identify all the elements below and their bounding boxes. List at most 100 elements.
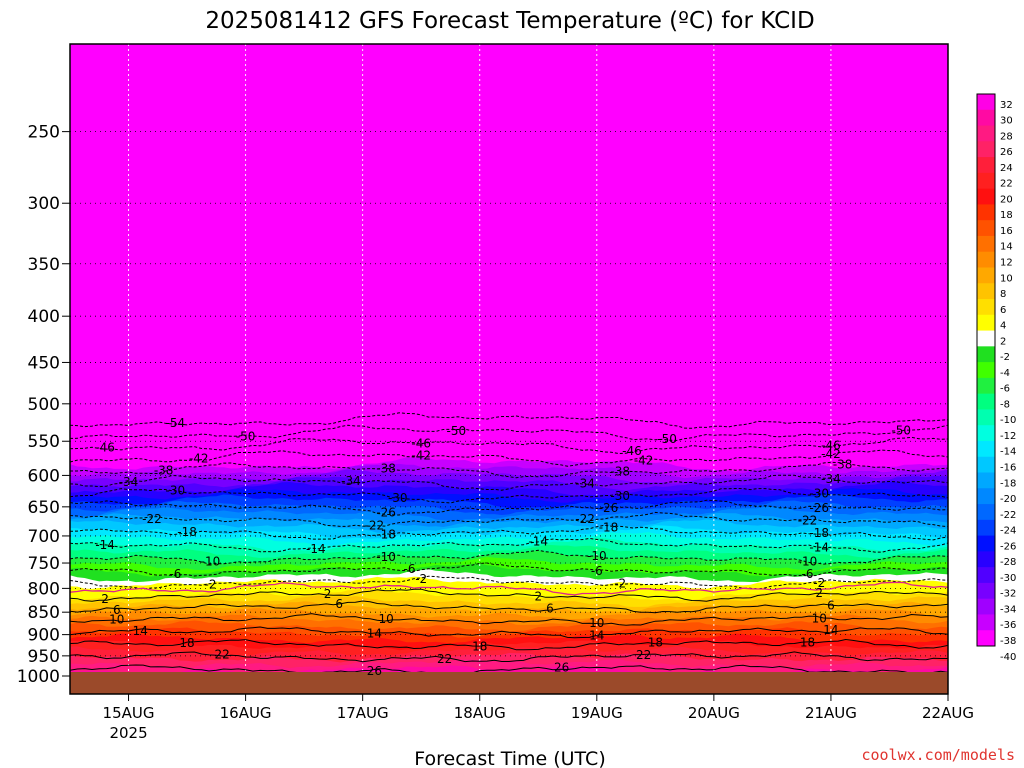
contour-label: -46 [821, 439, 841, 453]
contour-label: 2 [324, 587, 332, 601]
colorbar-swatch [977, 440, 995, 458]
contour-label: -18 [599, 521, 619, 535]
colorbar-tick: -12 [1000, 431, 1016, 442]
colorbar-tick: 12 [1000, 257, 1013, 268]
colorbar-swatch [977, 456, 995, 474]
colorbar-swatch [977, 188, 995, 205]
contour--30 [70, 487, 948, 504]
colorbar-tick: 6 [1000, 305, 1006, 316]
y-tick-label: 950 [28, 647, 60, 667]
colorbar-tick: -38 [1000, 636, 1016, 647]
colorbar-swatch [977, 598, 995, 615]
contour-18 [70, 638, 948, 651]
colorbar-swatch [977, 393, 995, 410]
y-tick-label: 1000 [17, 667, 60, 687]
contour-label: -22 [142, 512, 162, 526]
ground-fill [70, 672, 948, 694]
colorbar-swatch [977, 472, 995, 489]
x-tick-label: 20AUG [688, 704, 740, 722]
contour--22 [70, 511, 948, 527]
contour-label: -10 [798, 555, 818, 569]
contour-label: -30 [610, 489, 630, 503]
contour-label: 14 [589, 628, 604, 642]
contour-label: -2 [204, 578, 216, 592]
contour-label: -30 [388, 491, 408, 505]
contour-label: -6 [591, 564, 603, 578]
colorbar-tick: -28 [1000, 557, 1016, 568]
contour-6 [70, 600, 948, 614]
contour-label: 22 [636, 648, 651, 662]
contour-label: -18 [809, 526, 829, 540]
x-tick-label: 18AUG [454, 704, 506, 722]
y-tick-label: 750 [28, 554, 60, 574]
colorbar-tick: -16 [1000, 463, 1016, 474]
contour--10 [70, 549, 948, 565]
y-tick-label: 350 [28, 255, 60, 275]
contour-label: -10 [376, 550, 396, 564]
colorbar-swatch [977, 267, 995, 284]
contour-label: -26 [599, 501, 619, 515]
contour-label: -42 [821, 447, 841, 461]
y-axis-ticks: 250 300 350 400 450 500 550 600 650 700 750 800 850 9… [17, 123, 70, 687]
colorbar-tick: 20 [1000, 194, 1013, 205]
contour-label: -34 [341, 474, 361, 488]
colorbar-frame [976, 93, 996, 647]
y-tick-label: 300 [28, 194, 60, 214]
colorbar-tick: -26 [1000, 541, 1016, 552]
x-tick-label: 22AUG [922, 704, 974, 722]
colorbar-tick: -24 [1000, 526, 1016, 537]
credit-text: coolwx.com/models [861, 746, 1015, 764]
contour-label: -38 [376, 461, 396, 475]
colorbar-swatch [977, 141, 995, 158]
contour-label: -54 [166, 416, 186, 430]
colorbar-tick: 16 [1000, 226, 1013, 237]
contour-label: -42 [411, 449, 431, 463]
y-tick-label: 600 [28, 466, 60, 486]
contour-label: -38 [154, 463, 174, 477]
colorbar-tick: 22 [1000, 179, 1013, 190]
contour--46 [70, 436, 948, 455]
y-tick-label: 400 [28, 307, 60, 327]
contour-label: -50 [236, 430, 256, 444]
colorbar-tick: -40 [1000, 652, 1016, 663]
contour-label: -46 [622, 444, 642, 458]
contour-label: 10 [589, 616, 604, 630]
contour-labels: -54-50 -50-50-50-46 -46-46 -46-42 -42 -42 -42-… [95, 416, 911, 678]
colorbar-tick: 8 [1000, 289, 1006, 300]
contour--50 [70, 424, 948, 441]
contour-label: -14 [95, 538, 115, 552]
x-tick-label: 16AUG [220, 704, 272, 722]
contour-label: 10 [109, 613, 124, 627]
colorbar-tick: -22 [1000, 510, 1016, 521]
contour-label: -2 [813, 576, 825, 590]
contour-label: 14 [367, 626, 382, 640]
contour-label: 6 [546, 602, 554, 616]
contour-label: -50 [657, 432, 677, 446]
plot-frame [69, 43, 949, 695]
contour-label: -14 [306, 542, 326, 556]
contour-label: -22 [365, 518, 385, 532]
colorbar-tick: 14 [1000, 242, 1013, 253]
colorbar-swatch [977, 488, 995, 505]
colorbar-tick: 30 [1000, 116, 1013, 127]
colorbar-tick: 18 [1000, 210, 1013, 221]
contour-label: -22 [575, 512, 595, 526]
contour-14 [70, 626, 948, 639]
x-axis-ticks: 15AUG 2025 16AUG 17AUG 18AUG 19AUG 20AUG 21AUG 2… [103, 694, 974, 742]
contour-label: 18 [472, 640, 487, 654]
colorbar-swatch [977, 157, 995, 174]
colorbar-tick: -30 [1000, 573, 1016, 584]
x-tick-label: 19AUG [571, 704, 623, 722]
contour-label: -18 [177, 525, 197, 539]
contour-label: -6 [169, 567, 181, 581]
contour-label: -42 [634, 453, 654, 467]
colorbar-tick: 2 [1000, 336, 1006, 347]
y-tick-label: 450 [28, 353, 60, 373]
contour-label: -10 [201, 554, 221, 568]
contour-label: -14 [528, 535, 548, 549]
contour-26 [70, 664, 948, 676]
contour-label: -30 [809, 487, 829, 501]
colorbar-swatch [977, 362, 995, 379]
contour-label: -26 [809, 501, 829, 515]
